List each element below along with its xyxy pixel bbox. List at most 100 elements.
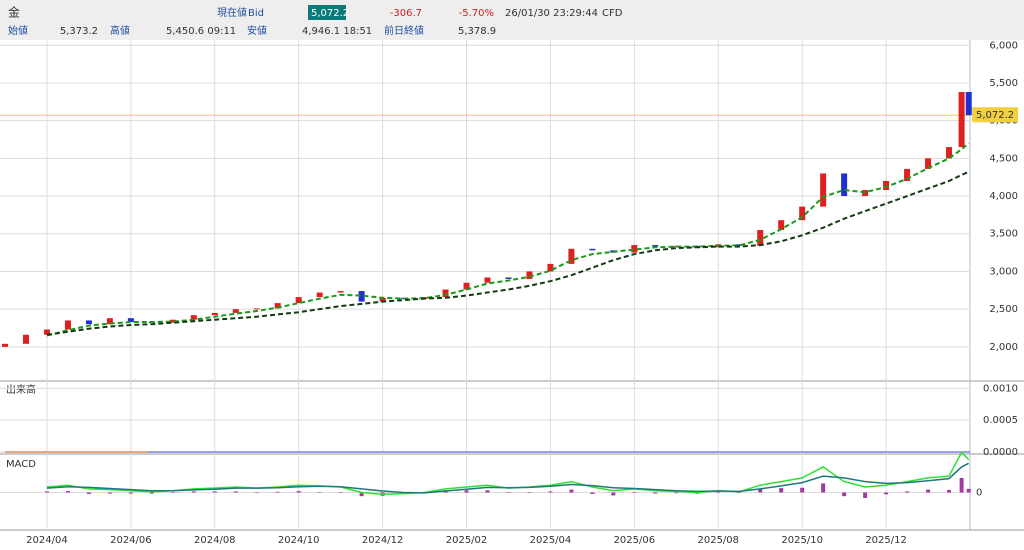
macd-line [46, 462, 970, 494]
change: -306.7 [390, 8, 422, 19]
candle [232, 309, 239, 313]
candle [820, 173, 827, 207]
candle [295, 297, 302, 304]
candle [379, 297, 386, 302]
x-tick-label: 2025/06 [614, 535, 656, 546]
macd-histogram-bar [317, 492, 322, 493]
macd-histogram-bar [338, 492, 343, 493]
macd-histogram-bar [212, 491, 217, 493]
x-tick-label: 2024/12 [362, 535, 404, 546]
candle [778, 220, 785, 230]
candle [190, 315, 197, 320]
macd-histogram-bar [149, 492, 154, 494]
macd-histogram-bar [359, 492, 364, 497]
current-label: 現在値 [217, 6, 247, 19]
macd-histogram-bar [569, 489, 574, 493]
header-bar [0, 0, 1024, 40]
macd-histogram-bar [611, 492, 616, 496]
moving-average [46, 142, 970, 337]
x-tick-label: 2025/12 [865, 535, 907, 546]
macd-histogram-bar [758, 488, 763, 493]
macd-histogram-bar [926, 489, 931, 493]
macd-histogram-bar [485, 490, 490, 493]
y-tick-label: 4,500 [989, 153, 1018, 164]
prev-close: 5,378.9 [458, 26, 496, 37]
candle [883, 180, 890, 191]
x-tick-label: 2025/04 [530, 535, 572, 546]
x-tick-label: 2025/02 [446, 535, 488, 546]
macd-histogram-bar [947, 489, 952, 493]
last-price-tag [972, 107, 1018, 123]
y-tick-label: 6,000 [989, 40, 1018, 51]
macd-histogram-bar [884, 492, 889, 495]
macd-histogram-bar [716, 492, 721, 493]
macd-histogram-bar [296, 491, 301, 493]
bid-box [308, 5, 346, 20]
candle [757, 229, 764, 246]
macd-title: MACD [6, 459, 36, 470]
y-tick-label: 0.0005 [983, 415, 1018, 426]
candle [2, 343, 8, 347]
candle [946, 147, 953, 159]
candle [85, 320, 92, 325]
change-pct: -5.70% [459, 8, 494, 19]
macd-histogram-bar [653, 492, 658, 494]
candle [43, 329, 50, 335]
macd-histogram-bar [464, 490, 469, 493]
y-tick-label: 5,500 [989, 78, 1018, 89]
x-tick-label: 2024/10 [278, 535, 320, 546]
macd-histogram-bar [959, 477, 964, 493]
candle [526, 271, 533, 279]
candle [169, 319, 176, 323]
macd-histogram-bar [632, 492, 637, 493]
y-tick-label: 0.0010 [983, 383, 1018, 394]
candle [673, 245, 680, 247]
macd-histogram-bar [905, 491, 910, 493]
candle [64, 320, 71, 330]
macd-histogram-bar [275, 491, 280, 493]
candle [547, 263, 554, 272]
candle [589, 248, 596, 251]
last-price-label: 5,072.2 [976, 110, 1014, 121]
y-tick-label: 0 [976, 488, 982, 499]
candle [505, 277, 512, 279]
candle [316, 292, 323, 298]
macd-histogram-bar [674, 492, 679, 494]
macd-histogram-bar [233, 491, 238, 493]
y-tick-label: 4,000 [989, 191, 1018, 202]
macd-histogram-bar [254, 492, 259, 493]
candle [337, 291, 344, 293]
timestamp: 26/01/30 23:29:44 [505, 8, 598, 19]
open-label: 始値 [8, 24, 28, 37]
x-tick-label: 2024/08 [194, 535, 236, 546]
macd-histogram-bar [779, 488, 784, 493]
product: CFD [602, 8, 623, 19]
macd-histogram-bar [590, 492, 595, 494]
macd-histogram-bar [191, 491, 196, 493]
candle [274, 303, 281, 309]
open: 5,373.2 [60, 26, 98, 37]
bid-label: Bid [248, 8, 264, 19]
candle [652, 245, 659, 247]
macd-histogram-bar [821, 483, 826, 493]
candle [841, 173, 848, 197]
candle [965, 92, 972, 116]
candle [463, 282, 470, 290]
high: 5,450.6 09:11 [166, 26, 236, 37]
candle [925, 158, 932, 169]
macd-histogram-bar [548, 491, 553, 493]
x-tick-label: 2025/10 [781, 535, 823, 546]
macd-histogram-bar [863, 492, 868, 498]
candle [106, 318, 113, 325]
low-label: 安値 [247, 24, 267, 37]
prev-close-label: 前日終値 [384, 24, 424, 37]
macd-histogram-bar [737, 492, 742, 493]
macd-histogram-bar [65, 491, 70, 493]
macd-histogram-bar [86, 492, 91, 494]
candle [631, 245, 638, 253]
candle [736, 244, 743, 246]
symbol: 金 [8, 5, 20, 20]
macd-histogram-bar [842, 492, 847, 497]
macd-histogram-bar [44, 491, 49, 493]
